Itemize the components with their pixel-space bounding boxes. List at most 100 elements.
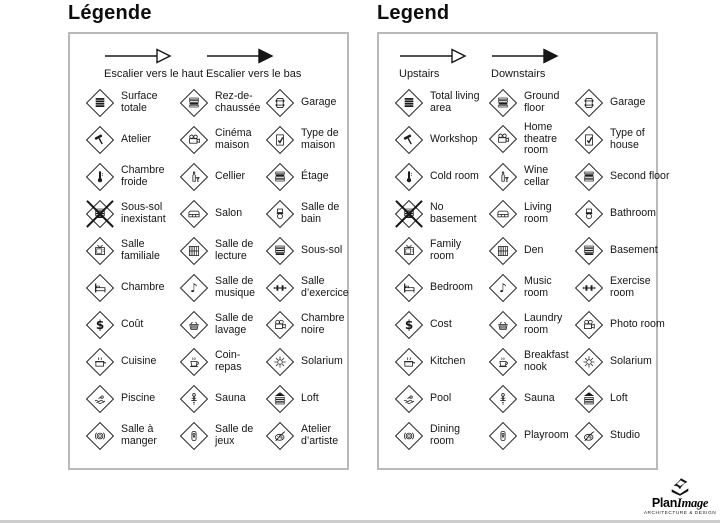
legend-item: Bedroom <box>393 272 487 304</box>
diamond-outline <box>179 384 209 413</box>
solarium-icon <box>581 354 597 370</box>
diamond-outline <box>85 273 115 302</box>
diamond-outline <box>85 125 115 154</box>
legend-icon-diamond <box>264 124 296 156</box>
legend-icon-diamond <box>487 87 519 119</box>
legend-item-label: Salon <box>215 206 243 219</box>
playroom-icon <box>186 428 202 444</box>
legend-icon-diamond <box>264 346 296 378</box>
legend-icon-diamond <box>264 235 296 267</box>
legend-item: Surface totale <box>84 87 178 119</box>
diamond-outline <box>265 162 295 191</box>
planimage-logo: PlanImage ARCHITECTURE & DESIGN <box>642 477 718 516</box>
legend-item-label: Atelier <box>121 132 152 145</box>
diamond-outline <box>85 310 115 339</box>
legend-icon-diamond <box>573 124 605 156</box>
diamond-outline <box>265 236 295 265</box>
music-room-icon <box>186 280 202 296</box>
legend-item-label: Sauna <box>524 391 555 404</box>
diamond-outline <box>488 88 518 117</box>
playroom-icon <box>495 428 511 444</box>
stairs-up-arrow-icon <box>105 48 172 64</box>
legend-icon-diamond <box>573 87 605 119</box>
diamond-outline <box>265 88 295 117</box>
legend-item: Atelier d’artiste <box>264 420 361 452</box>
family-room-icon <box>92 243 108 259</box>
legend-item: Cost <box>393 309 487 341</box>
legend-item-label: Cuisine <box>121 354 157 367</box>
legend-item: Type of house <box>573 124 670 156</box>
diamond-outline <box>265 310 295 339</box>
legend-item-label: Salle familiale <box>121 237 160 262</box>
workshop-icon <box>401 132 417 148</box>
legend-item: Type de maison <box>264 124 361 156</box>
diamond-outline <box>488 199 518 228</box>
legend-icon-diamond <box>84 383 116 415</box>
logo-plan: Plan <box>651 496 678 510</box>
legend-icon-diamond <box>487 161 519 193</box>
legend-item: Workshop <box>393 124 487 156</box>
legend-item-label: Coin-repas <box>215 348 242 373</box>
stairs-up-arrow-icon <box>400 48 467 64</box>
diamond-outline <box>574 310 604 339</box>
legend-icon-diamond <box>84 420 116 452</box>
legend-item: Cuisine <box>84 346 178 378</box>
legend-item-label: Basement <box>610 243 658 256</box>
diamond-outline <box>179 125 209 154</box>
legend-item: Den <box>487 235 573 267</box>
legend-item: Salle familiale <box>84 235 178 267</box>
home-theatre-icon <box>186 132 202 148</box>
legend-icon-diamond <box>178 420 210 452</box>
legend-item: Bathroom <box>573 198 670 230</box>
legend-item-label: Total living area <box>430 89 480 114</box>
legend-icon-diamond <box>84 346 116 378</box>
legend-item-label: Type de maison <box>301 126 339 151</box>
legend-icon-diamond <box>573 346 605 378</box>
legend-icon-diamond <box>393 346 425 378</box>
basement-icon <box>272 243 288 259</box>
legend-item: Home theatre room <box>487 121 573 157</box>
legend-icon-diamond <box>573 309 605 341</box>
panel-box-en: Upstairs Downstairs Total living area <box>377 32 669 470</box>
legend-item: Sous-sol inexistant <box>84 198 178 230</box>
bedroom-icon <box>92 280 108 296</box>
breakfast-nook-icon <box>186 354 202 370</box>
living-room-icon <box>495 206 511 222</box>
legend-item: Salle d’exercice <box>264 272 361 304</box>
bathroom-icon <box>581 206 597 222</box>
total-living-area-icon <box>401 95 417 111</box>
legend-item-label: Type of house <box>610 126 645 151</box>
diamond-outline <box>85 236 115 265</box>
diamond-outline <box>574 421 604 450</box>
legend-icon-diamond <box>264 87 296 119</box>
legend-icon-diamond <box>84 87 116 119</box>
legend-item: Kitchen <box>393 346 487 378</box>
legend-item-label: Cellier <box>215 169 246 182</box>
legend-icon-diamond <box>393 161 425 193</box>
legend-icon-diamond <box>393 198 425 230</box>
legend-item: Cold room <box>393 161 487 193</box>
legend-icon-diamond <box>84 198 116 230</box>
stairs-down-label: Escalier vers le bas <box>206 68 302 80</box>
legend-icon-diamond <box>178 346 210 378</box>
legend-item-label: Solarium <box>610 354 652 367</box>
legend-item: Cellier <box>178 161 264 193</box>
legend-item: Ground floor <box>487 87 573 119</box>
legend-item: Basement <box>573 235 670 267</box>
legend-item: Salon <box>178 198 264 230</box>
diamond-outline <box>394 421 424 450</box>
legend-item-label: Étage <box>301 169 329 182</box>
sauna-icon <box>495 391 511 407</box>
stairs-down-legend: Escalier vers le bas <box>206 47 308 80</box>
legend-icon-diamond <box>487 383 519 415</box>
diamond-outline <box>488 310 518 339</box>
diamond-outline <box>265 273 295 302</box>
legend-item: Rez-de-chaussée <box>178 87 264 119</box>
planimage-logo-icon <box>671 478 689 496</box>
legend-item: Pool <box>393 383 487 415</box>
wine-cellar-icon <box>186 169 202 185</box>
legend-icon-diamond <box>84 235 116 267</box>
legend-item-label: Salle de lavage <box>215 311 254 336</box>
legend-item: Photo room <box>573 309 670 341</box>
legend-icon-diamond <box>487 309 519 341</box>
